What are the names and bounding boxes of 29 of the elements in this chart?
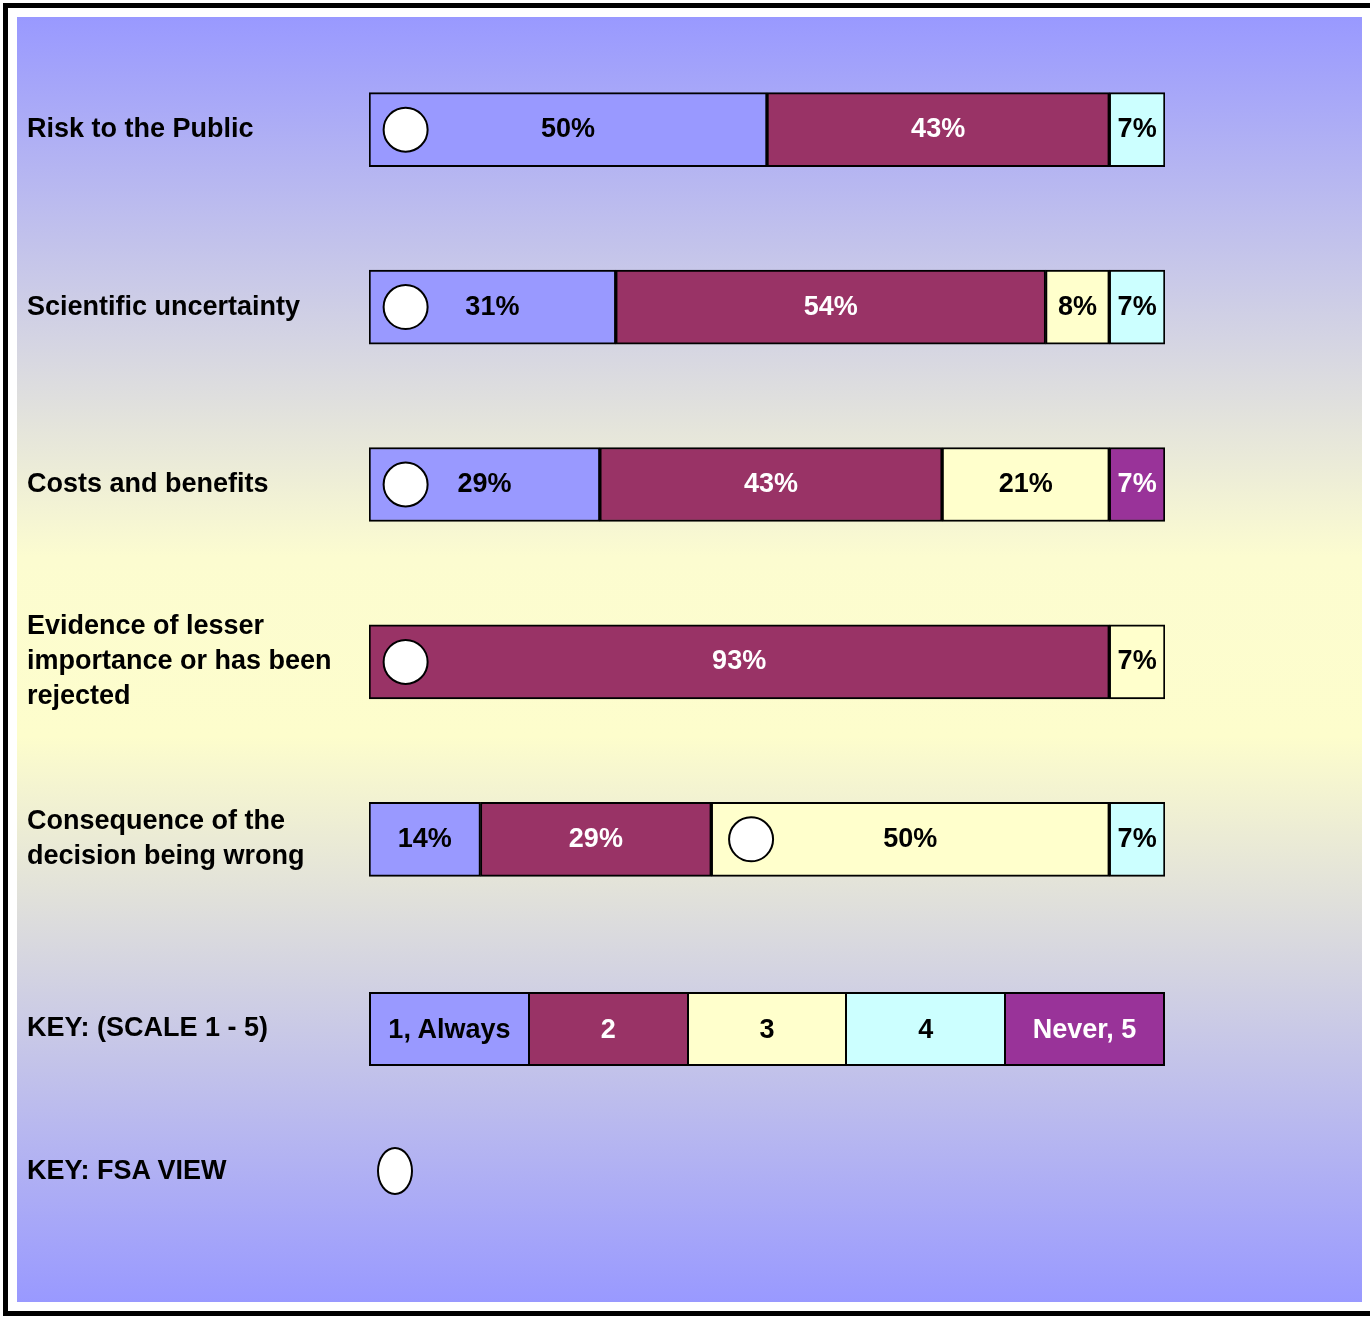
- data-label: 43%: [743, 467, 798, 498]
- data-label: 7%: [1117, 290, 1157, 321]
- data-label: 8%: [1057, 290, 1097, 321]
- y-tick-label: Evidence of lesser importance or has been rejected: [27, 610, 332, 711]
- data-label: 54%: [803, 290, 858, 321]
- data-label: 7%: [1117, 113, 1157, 144]
- y-tick-label: Consequence of the decision being wrong: [27, 805, 305, 871]
- text: 4: [847, 994, 1007, 1064]
- data-label: 21%: [998, 467, 1053, 498]
- data-label: 50%: [883, 822, 938, 853]
- data-label: 93%: [712, 645, 767, 676]
- y-tick-label: Scientific uncertainty: [27, 290, 301, 321]
- data-label: 50%: [540, 113, 596, 144]
- text: 3: [688, 994, 848, 1064]
- data-label: 31%: [465, 290, 520, 321]
- text: 1, Always: [371, 994, 530, 1064]
- data-label: 29%: [457, 467, 512, 498]
- legend-title: KEY: (SCALE 1 - 5): [27, 1012, 270, 1043]
- data-label: 29%: [568, 822, 623, 853]
- text: Never, 5: [1006, 994, 1163, 1064]
- data-label: 7%: [1117, 467, 1157, 498]
- text: 2: [529, 994, 689, 1064]
- data-label: 43%: [911, 113, 966, 144]
- y-tick-label: Costs and benefits: [27, 467, 269, 498]
- text: KEY: FSA VIEW: [27, 1155, 228, 1186]
- data-label: 14%: [397, 822, 452, 853]
- data-label: 7%: [1117, 822, 1157, 853]
- data-label: 7%: [1117, 645, 1157, 676]
- y-tick-label: Risk to the Public: [27, 113, 254, 144]
